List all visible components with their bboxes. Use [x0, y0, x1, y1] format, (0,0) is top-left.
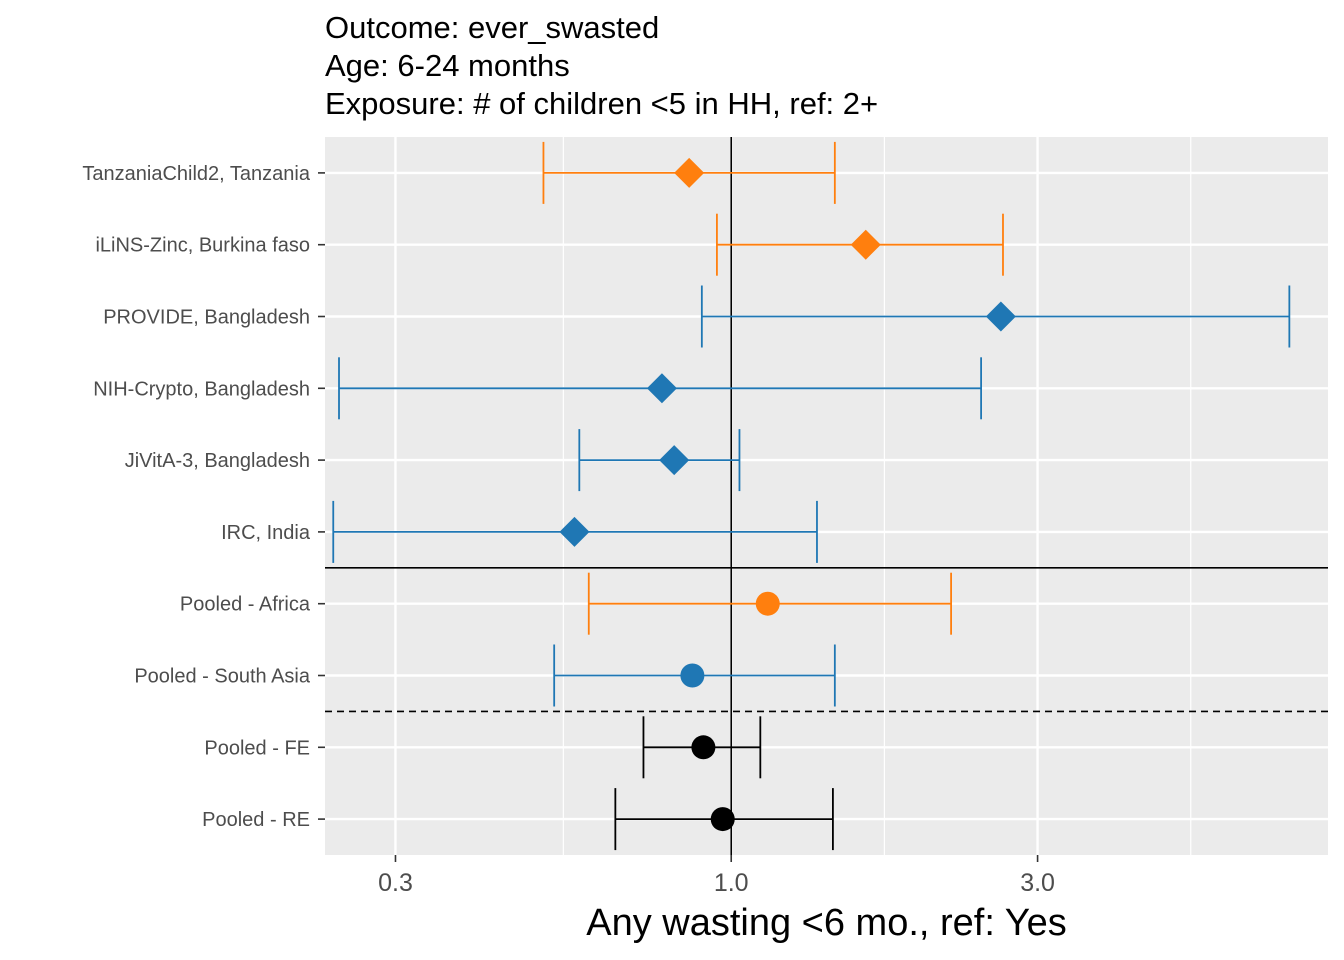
- y-tick-label: TanzaniaChild2, Tanzania: [82, 163, 310, 185]
- estimate-diamond: [559, 516, 590, 547]
- x-axis-title: Any wasting <6 mo., ref: Yes: [586, 902, 1067, 944]
- estimate-circle: [691, 735, 716, 760]
- y-tick-label: NIH-Crypto, Bangladesh: [93, 378, 310, 400]
- y-tick-label: iLiNS-Zinc, Burkina faso: [95, 235, 310, 257]
- y-tick-label: IRC, India: [221, 522, 311, 544]
- y-tick-label: Pooled - Africa: [180, 594, 311, 616]
- y-tick-label: Pooled - South Asia: [134, 666, 311, 688]
- y-tick-label: Pooled - RE: [202, 809, 310, 831]
- plot-panel: [325, 137, 1328, 855]
- x-tick-label: 1.0: [714, 869, 749, 897]
- chart-title-line-3: Exposure: # of children <5 in HH, ref: 2…: [325, 86, 879, 121]
- estimate-diamond: [985, 301, 1016, 332]
- estimate-diamond: [850, 229, 881, 260]
- y-tick-label: JiVitA-3, Bangladesh: [125, 450, 310, 472]
- estimate-diamond: [646, 373, 677, 404]
- x-tick-label: 3.0: [1020, 869, 1055, 897]
- chart-title-line-1: Outcome: ever_swasted: [325, 10, 660, 45]
- estimate-diamond: [659, 445, 690, 476]
- y-tick-label: Pooled - FE: [204, 737, 310, 759]
- estimate-diamond: [674, 157, 705, 188]
- estimate-circle: [680, 663, 705, 688]
- estimate-circle: [710, 807, 735, 832]
- chart-title-line-2: Age: 6-24 months: [325, 48, 570, 83]
- y-tick-label: PROVIDE, Bangladesh: [103, 307, 310, 329]
- x-tick-label: 0.3: [378, 869, 413, 897]
- estimate-circle: [755, 591, 780, 616]
